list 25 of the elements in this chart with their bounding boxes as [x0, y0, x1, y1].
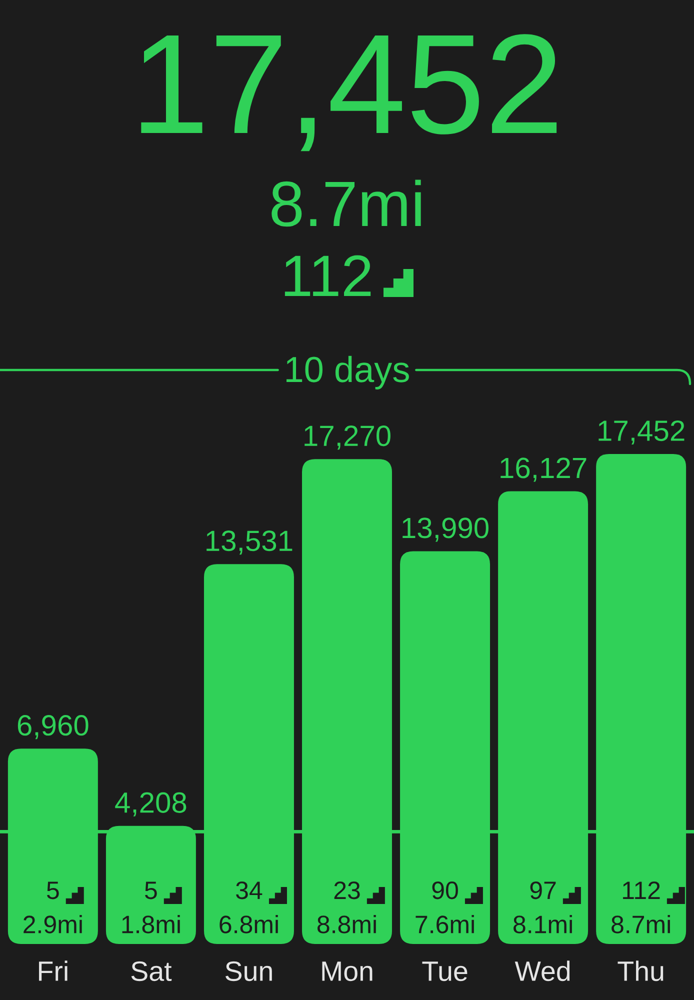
x-tick-label: Sun	[226, 961, 272, 982]
text: 112	[284, 255, 371, 296]
annotation: 23 8.8mi	[318, 881, 376, 934]
annotation: 5 2.9mi	[24, 882, 82, 934]
data-label: 6,960	[18, 715, 88, 740]
data-label: 17,270	[304, 426, 390, 450]
data-label: 16,127	[500, 458, 586, 482]
annotation: 5 1.8mi	[122, 882, 180, 934]
annotation: 34 6.8mi	[220, 881, 278, 934]
x-tick-label: Thu	[618, 960, 664, 982]
annotation: 90 7.6mi	[416, 881, 474, 934]
data-label: 13,531	[206, 530, 292, 555]
data-label: 13,990	[402, 518, 488, 542]
data-label: 4,208	[115, 792, 186, 816]
x-tick-label: Tue	[422, 962, 468, 982]
annotation: 97 8.1mi	[514, 881, 572, 934]
chart-title: 17,452	[141, 34, 557, 152]
text: 10 days	[286, 356, 409, 390]
x-tick-label: Sat	[131, 961, 172, 982]
x-tick-label: Mon	[322, 962, 372, 982]
x-tick-label: Wed	[514, 960, 570, 982]
chart-subtitle: 8.7mi	[272, 180, 421, 227]
annotation: 112 8.7mi	[612, 881, 670, 934]
data-label: 17,452	[598, 420, 684, 445]
x-tick-label: Fri	[39, 960, 68, 981]
